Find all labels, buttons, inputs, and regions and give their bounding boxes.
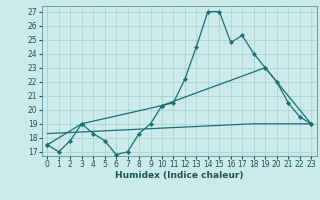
X-axis label: Humidex (Indice chaleur): Humidex (Indice chaleur) — [115, 171, 244, 180]
